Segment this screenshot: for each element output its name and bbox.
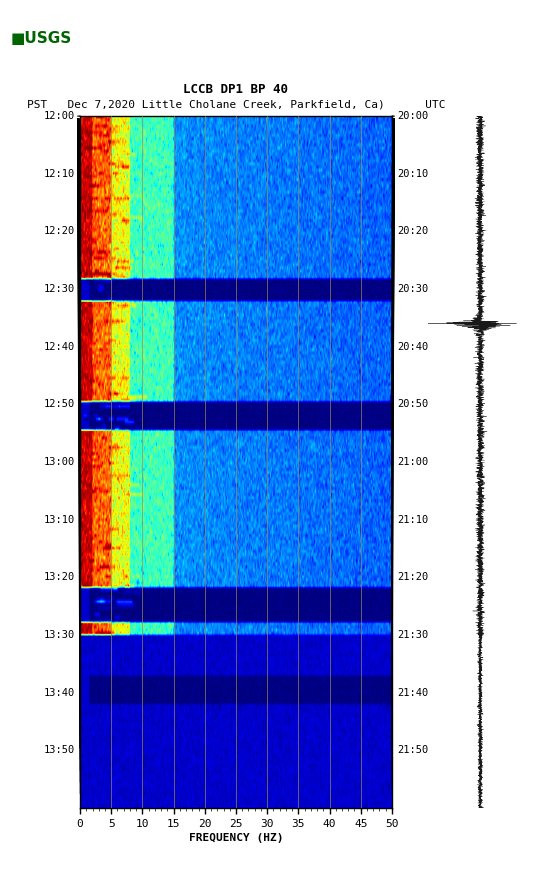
Text: ■USGS: ■USGS [11, 31, 72, 46]
Text: 13:20: 13:20 [43, 572, 75, 582]
Text: 20:50: 20:50 [397, 399, 429, 410]
Text: 21:10: 21:10 [397, 514, 429, 525]
Text: 20:10: 20:10 [397, 169, 429, 179]
Text: 20:00: 20:00 [397, 111, 429, 121]
Text: 12:50: 12:50 [43, 399, 75, 410]
Text: 21:40: 21:40 [397, 688, 429, 697]
Text: 13:00: 13:00 [43, 457, 75, 467]
Text: LCCB DP1 BP 40: LCCB DP1 BP 40 [183, 82, 289, 96]
Text: 12:10: 12:10 [43, 169, 75, 179]
Text: 21:20: 21:20 [397, 572, 429, 582]
Text: 12:30: 12:30 [43, 284, 75, 294]
Text: 13:50: 13:50 [43, 746, 75, 755]
Text: 12:00: 12:00 [43, 111, 75, 121]
Text: 12:40: 12:40 [43, 342, 75, 352]
Text: 12:20: 12:20 [43, 227, 75, 237]
X-axis label: FREQUENCY (HZ): FREQUENCY (HZ) [189, 833, 283, 843]
Text: 20:20: 20:20 [397, 227, 429, 237]
Text: 21:30: 21:30 [397, 630, 429, 640]
Text: 20:30: 20:30 [397, 284, 429, 294]
Text: 13:10: 13:10 [43, 514, 75, 525]
Text: PST   Dec 7,2020 Little Cholane Creek, Parkfield, Ca)      UTC: PST Dec 7,2020 Little Cholane Creek, Par… [26, 100, 445, 110]
Text: 13:30: 13:30 [43, 630, 75, 640]
Text: 13:40: 13:40 [43, 688, 75, 697]
Text: 21:50: 21:50 [397, 746, 429, 755]
Text: 20:40: 20:40 [397, 342, 429, 352]
Text: 21:00: 21:00 [397, 457, 429, 467]
